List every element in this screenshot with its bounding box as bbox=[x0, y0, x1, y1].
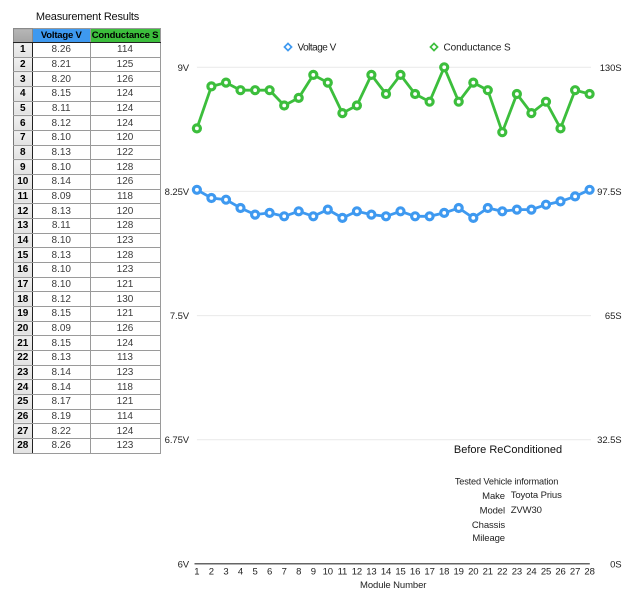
svg-text:0S: 0S bbox=[610, 559, 621, 570]
svg-text:Toyota Prius: Toyota Prius bbox=[511, 490, 562, 501]
svg-text:Tested Vehicle information: Tested Vehicle information bbox=[455, 477, 558, 487]
svg-text:4: 4 bbox=[238, 567, 243, 578]
svg-text:19: 19 bbox=[454, 567, 464, 578]
svg-text:11: 11 bbox=[338, 567, 348, 578]
svg-text:5: 5 bbox=[253, 567, 258, 578]
svg-text:21: 21 bbox=[483, 567, 493, 578]
svg-text:Before ReConditioned: Before ReConditioned bbox=[454, 444, 562, 456]
svg-text:7.5V: 7.5V bbox=[170, 311, 190, 322]
svg-text:97.5S: 97.5S bbox=[597, 187, 621, 198]
svg-text:Conductance S: Conductance S bbox=[444, 43, 512, 54]
svg-text:25: 25 bbox=[541, 567, 551, 578]
svg-text:6V: 6V bbox=[178, 559, 190, 570]
svg-text:27: 27 bbox=[570, 567, 580, 578]
svg-text:3: 3 bbox=[223, 567, 228, 578]
svg-text:6: 6 bbox=[267, 567, 272, 578]
svg-text:Mileage: Mileage bbox=[472, 533, 505, 544]
svg-text:24: 24 bbox=[526, 567, 536, 578]
svg-text:7: 7 bbox=[282, 567, 287, 578]
svg-text:28: 28 bbox=[584, 567, 594, 578]
svg-text:Module Number: Module Number bbox=[360, 580, 426, 591]
svg-text:ZVW30: ZVW30 bbox=[511, 505, 542, 516]
svg-text:14: 14 bbox=[381, 567, 391, 578]
svg-text:65S: 65S bbox=[605, 311, 622, 322]
svg-text:26: 26 bbox=[555, 567, 565, 578]
svg-text:13: 13 bbox=[366, 567, 376, 578]
svg-text:Model: Model bbox=[480, 506, 505, 517]
svg-text:8: 8 bbox=[296, 567, 301, 578]
svg-text:Make: Make bbox=[482, 491, 505, 502]
svg-text:130S: 130S bbox=[600, 63, 622, 74]
svg-text:6.75V: 6.75V bbox=[165, 435, 190, 446]
svg-text:23: 23 bbox=[512, 567, 522, 578]
svg-text:Voltage V: Voltage V bbox=[298, 43, 337, 54]
svg-text:32.5S: 32.5S bbox=[597, 435, 621, 446]
svg-text:8.25V: 8.25V bbox=[165, 187, 190, 198]
svg-text:10: 10 bbox=[323, 567, 333, 578]
svg-text:18: 18 bbox=[439, 567, 449, 578]
svg-text:1: 1 bbox=[194, 567, 199, 578]
svg-text:9V: 9V bbox=[178, 63, 190, 74]
svg-text:9: 9 bbox=[311, 567, 316, 578]
svg-text:12: 12 bbox=[352, 567, 362, 578]
svg-text:15: 15 bbox=[395, 567, 405, 578]
svg-text:20: 20 bbox=[468, 567, 478, 578]
svg-text:17: 17 bbox=[424, 567, 434, 578]
svg-text:Chassis: Chassis bbox=[472, 520, 505, 531]
svg-text:22: 22 bbox=[497, 567, 507, 578]
svg-text:16: 16 bbox=[410, 567, 420, 578]
svg-text:2: 2 bbox=[209, 567, 214, 578]
